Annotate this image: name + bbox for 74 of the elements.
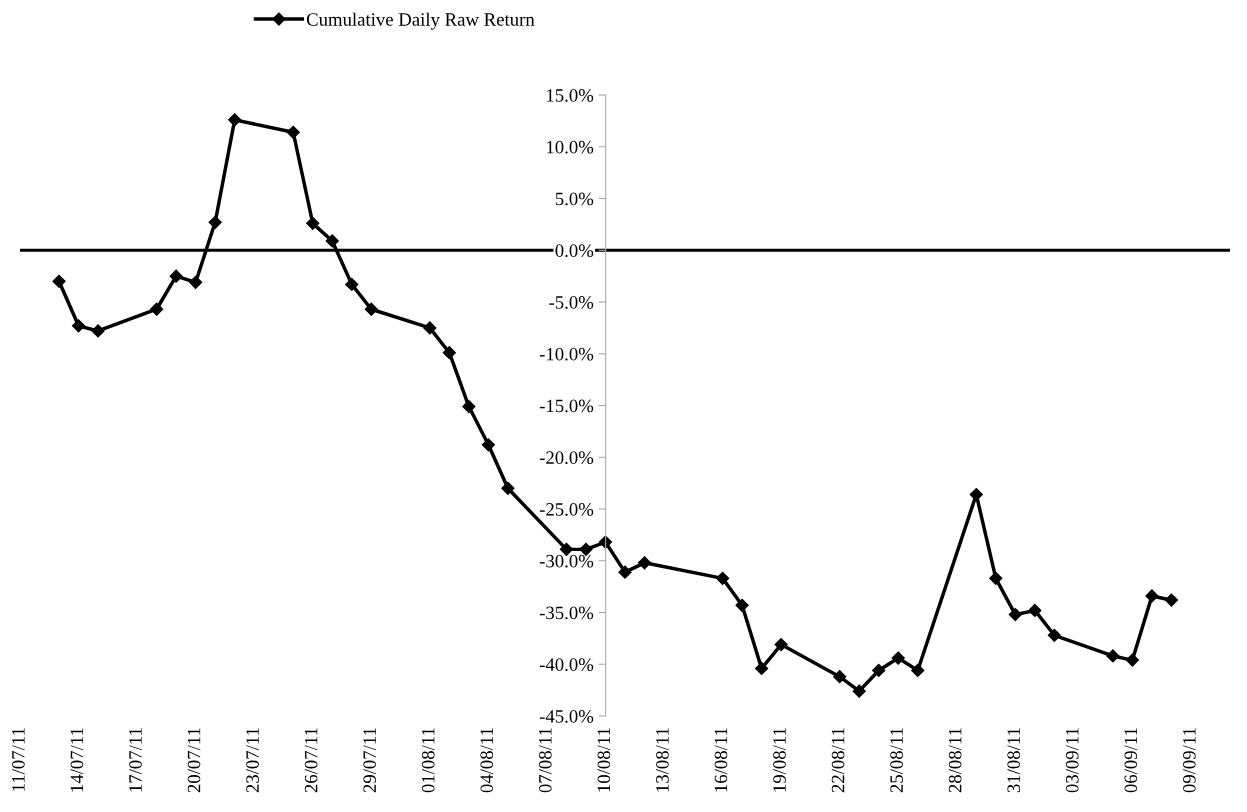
point <box>364 302 378 316</box>
point <box>1047 628 1061 642</box>
point <box>286 125 300 139</box>
x-tick-label: 29/07/11 <box>363 728 376 793</box>
point <box>150 302 164 316</box>
point <box>52 274 66 288</box>
point <box>1164 593 1179 607</box>
y-tick-label: -10.0% <box>539 347 594 361</box>
y-tick-label: -20.0% <box>539 451 594 465</box>
point <box>872 663 886 678</box>
x-tick-label: 19/08/11 <box>773 728 786 792</box>
point <box>189 275 203 289</box>
point <box>1106 649 1120 663</box>
y-tick-label: 10.0% <box>547 140 594 154</box>
point <box>1028 603 1042 618</box>
y-tick-label: 0.0% <box>555 244 594 258</box>
point <box>715 571 730 585</box>
point <box>774 637 788 652</box>
point <box>1008 607 1022 622</box>
point <box>462 399 476 414</box>
point <box>598 535 613 549</box>
x-tick-label: 16/08/11 <box>714 728 728 792</box>
point <box>481 438 495 452</box>
y-tick-label: -5.0% <box>549 296 594 309</box>
x-tick-label: 07/08/11 <box>538 728 552 793</box>
point <box>911 663 925 678</box>
x-tick-label: 01/08/11 <box>421 728 435 793</box>
y-tick-label: -15.0% <box>539 399 594 413</box>
x-tick-label: 31/08/11 <box>1007 728 1021 793</box>
x-tick-label: 17/07/11 <box>129 728 142 792</box>
y-tick-label: -45.0% <box>539 710 594 723</box>
x-tick-label: 03/09/11 <box>1065 728 1079 793</box>
x-tick-label: 09/09/11 <box>1183 728 1196 793</box>
x-tick-label: 11/07/11 <box>12 728 25 791</box>
x-tick-label: 28/08/11 <box>948 728 962 793</box>
point <box>208 215 222 229</box>
point <box>989 571 1003 585</box>
point <box>501 481 515 495</box>
x-tick-label: 10/08/11 <box>597 728 611 792</box>
point <box>1125 653 1140 667</box>
point <box>735 598 749 612</box>
point <box>637 556 652 570</box>
point <box>1145 589 1159 603</box>
point <box>325 234 339 248</box>
point <box>423 321 437 335</box>
x-tick-label: 23/07/11 <box>246 728 259 793</box>
x-tick-label: 25/08/11 <box>890 728 903 793</box>
y-tick-label: -25.0% <box>539 503 594 516</box>
x-tick-label: 13/08/11 <box>656 728 669 792</box>
legend-label: Cumulative Daily Raw Return <box>306 12 535 30</box>
y-tick-label: -30.0% <box>539 554 594 568</box>
point <box>228 113 242 127</box>
y-tick-label: 5.0% <box>555 192 594 206</box>
y-tick-label: -35.0% <box>539 606 594 620</box>
point <box>891 651 905 665</box>
x-tick-label: 04/08/11 <box>480 728 494 793</box>
y-tick-label: -40.0% <box>539 658 594 672</box>
x-tick-label: 20/07/11 <box>187 728 201 793</box>
point <box>755 661 769 675</box>
point <box>442 346 456 360</box>
point <box>345 277 359 291</box>
x-tick-label: 22/08/11 <box>831 728 845 793</box>
point <box>969 487 983 502</box>
point <box>169 269 183 283</box>
y-tick-label: 15.0% <box>547 89 594 102</box>
x-tick-label: 14/07/11 <box>70 728 84 792</box>
point <box>91 324 105 338</box>
x-tick-label: 06/09/11 <box>1124 728 1138 793</box>
point <box>306 216 320 230</box>
x-tick-label: 26/07/11 <box>304 728 318 793</box>
point <box>618 565 632 579</box>
point <box>833 670 847 684</box>
point <box>852 684 866 698</box>
point <box>71 319 86 333</box>
